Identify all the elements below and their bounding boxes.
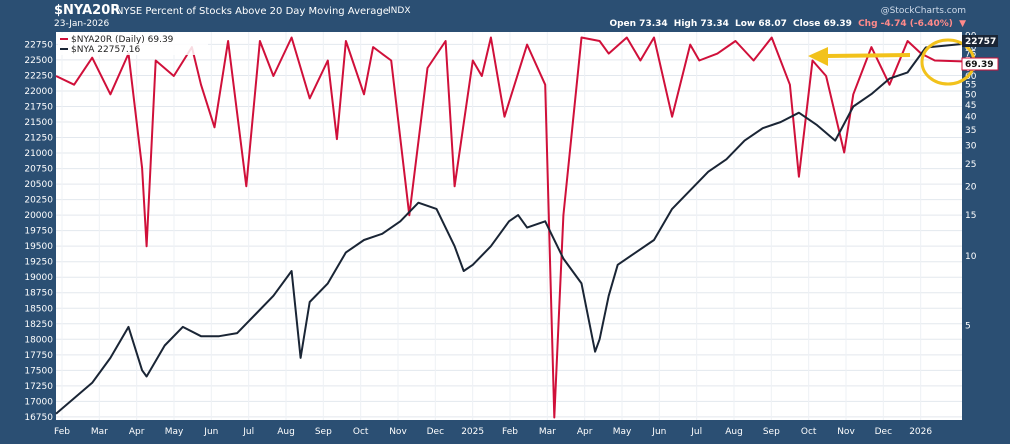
annotation-arrow	[808, 47, 911, 66]
x-axis-tick-label: Jun	[203, 427, 218, 437]
x-axis-tick-label: Nov	[837, 427, 855, 437]
chart-description: NYSE Percent of Stocks Above 20 Day Movi…	[116, 6, 389, 17]
right-axis-tick-label: 5	[965, 321, 971, 331]
x-axis-tick-label: May	[613, 427, 632, 437]
x-axis-tick-label: Mar	[91, 427, 108, 437]
left-axis-tick-label: 17500	[24, 366, 53, 376]
x-axis-tick-label: Feb	[54, 427, 70, 437]
x-axis-tick-label: Dec	[875, 427, 892, 437]
change-down-icon: ▼	[959, 19, 966, 29]
left-price-tag-box	[962, 35, 998, 47]
left-axis-tick-label: 18500	[24, 304, 53, 314]
chart-symbol: $NYA20R	[54, 3, 121, 18]
right-axis-tick-label: 40	[965, 113, 977, 123]
right-price-tag-box	[961, 57, 999, 71]
x-axis-tick-label: Jul	[242, 427, 254, 437]
left-axis-tick-label: 20000	[24, 211, 53, 221]
legend-background	[58, 33, 208, 55]
chart-date: 23-Jan-2026	[54, 19, 110, 29]
left-axis-tick-label: 19250	[24, 258, 53, 268]
right-axis-tick-label: 45	[965, 101, 976, 111]
chart-exchange: INDX	[388, 6, 411, 16]
ohlc-readout: Open 73.34 High 73.34 Low 68.07 Close 69…	[606, 19, 966, 29]
left-axis-tick-label: 20250	[24, 196, 53, 206]
x-axis-tick-label: Aug	[277, 427, 295, 437]
change-value: Chg -4.74 (-6.40%)	[858, 19, 953, 29]
right-axis-tick-label: 55	[965, 81, 976, 91]
x-axis-tick-label: Apr	[129, 427, 145, 437]
x-axis-tick-label: 2025	[461, 427, 484, 437]
x-axis-tick-label: Dec	[427, 427, 444, 437]
right-axis-tick-label: 10	[965, 252, 977, 262]
left-axis: 16750 17000 17250 17500 17750 18000 18250 18500…	[24, 40, 53, 422]
left-axis-tick-label: 22000	[24, 87, 53, 97]
x-axis-tick-label: Oct	[801, 427, 817, 437]
left-price-tag: 22757	[962, 35, 998, 47]
x-axis-tick-label: Jun	[651, 427, 666, 437]
left-axis-tick-label: 19500	[24, 242, 53, 252]
low-value: Low 68.07	[735, 19, 787, 29]
arrow-head-icon	[808, 47, 828, 66]
left-axis-tick-label: 20500	[24, 180, 53, 190]
plot-area	[56, 32, 962, 420]
legend: $NYA20R (Daily) 69.39 $NYA 22757.16	[58, 33, 208, 55]
left-axis-tick-label: 21500	[24, 118, 53, 128]
left-axis-tick-label: 22250	[24, 71, 53, 81]
series-line-nya	[55, 43, 963, 415]
right-axis-tick-label: 60	[965, 72, 977, 82]
right-price-tag: 69.39	[961, 57, 999, 71]
right-axis-tick-label: 50	[965, 90, 977, 100]
x-axis-tick-label: Apr	[577, 427, 593, 437]
left-axis-tick-label: 16750	[24, 413, 53, 423]
left-axis-tick-label: 21750	[24, 102, 53, 112]
grid-lines	[56, 32, 962, 420]
left-axis-tick-label: 17000	[24, 397, 53, 407]
x-axis-tick-label: Nov	[389, 427, 407, 437]
series-layer	[55, 36, 963, 419]
close-value: Close 69.39	[793, 19, 852, 29]
right-axis-tick-label: 80	[965, 43, 977, 53]
left-axis-tick-label: 19000	[24, 273, 53, 283]
legend-label-nya20r: $NYA20R (Daily) 69.39	[71, 35, 174, 45]
left-axis-tick-label: 18750	[24, 289, 53, 299]
right-price-tag-label: 69.39	[965, 60, 993, 70]
left-axis-tick-label: 18250	[24, 320, 53, 330]
x-axis-tick-label: Sep	[763, 427, 780, 437]
high-value: High 73.34	[673, 19, 729, 29]
left-axis-tick-label: 17750	[24, 351, 53, 361]
left-axis-tick-label: 17250	[24, 382, 53, 392]
right-axis-tick-label: 15	[965, 211, 976, 221]
x-axis: Feb Mar Apr May Jun Jul Aug Sep Oct Nov Dec 2025 Feb…	[54, 427, 932, 437]
legend-label-nya: $NYA 22757.16	[71, 45, 140, 55]
left-axis-tick-label: 20750	[24, 165, 53, 175]
left-axis-tick-label: 22500	[24, 56, 53, 66]
x-axis-tick-label: Oct	[353, 427, 369, 437]
arrow-shaft	[825, 53, 911, 58]
left-price-tag-label: 22757	[965, 37, 996, 47]
right-axis-tick-label: 35	[965, 126, 976, 136]
right-axis-tick-label: 20	[965, 182, 977, 192]
open-value: Open 73.34	[609, 19, 668, 29]
x-axis-tick-label: May	[165, 427, 184, 437]
x-axis-tick-label: Mar	[539, 427, 556, 437]
right-axis-tick-label: 30	[965, 142, 977, 152]
left-axis-tick-label: 18000	[24, 335, 53, 345]
right-axis-tick-label: 75	[965, 50, 976, 60]
x-axis-tick-label: Feb	[502, 427, 518, 437]
left-axis-tick-label: 21250	[24, 134, 53, 144]
x-axis-tick-label: Sep	[315, 427, 332, 437]
x-axis-tick-label: Aug	[725, 427, 743, 437]
left-axis-tick-label: 21000	[24, 149, 53, 159]
series-line-nya20r	[55, 36, 963, 419]
stockcharts-watermark: @StockCharts.com	[880, 6, 966, 16]
right-axis-tick-label: 25	[965, 160, 976, 170]
x-axis-tick-label: 2026	[909, 427, 932, 437]
left-axis-tick-label: 22750	[24, 40, 53, 50]
x-axis-tick-label: Jul	[690, 427, 702, 437]
left-axis-tick-label: 19750	[24, 227, 53, 237]
